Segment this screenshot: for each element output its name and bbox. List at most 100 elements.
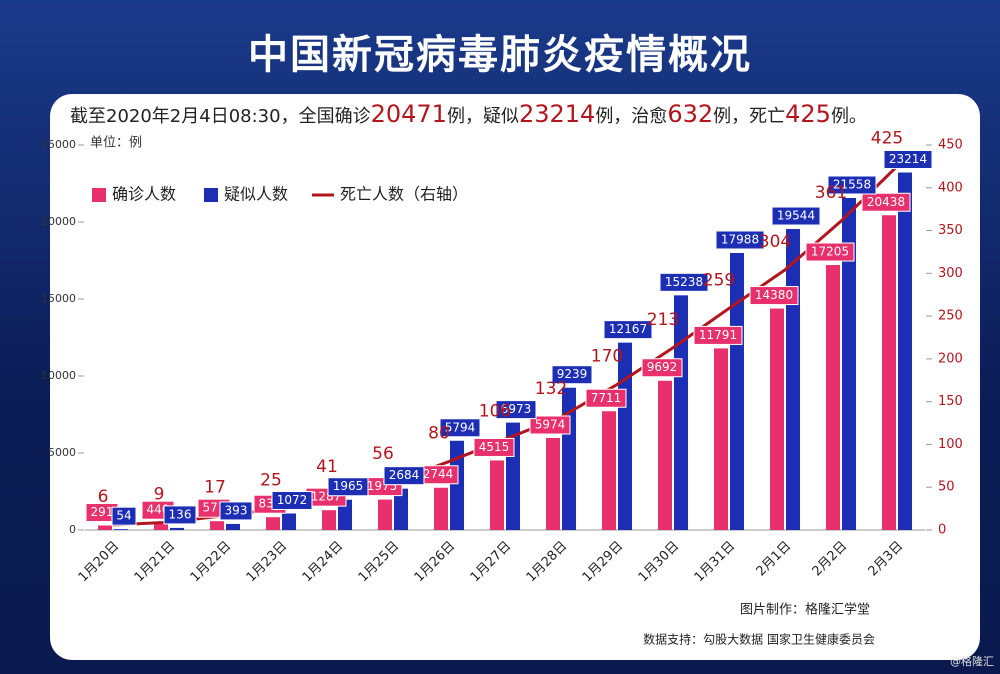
y2-tick-label: 450 <box>938 138 963 153</box>
legend-label: 死亡人数（右轴） <box>340 185 468 204</box>
bar-value-label: 2684 <box>389 468 420 482</box>
bar <box>770 308 784 530</box>
x-tick-label: 1月20日 <box>76 539 123 586</box>
y-tick-label: 10000 <box>41 369 76 382</box>
y2-tick-label: 300 <box>938 266 963 281</box>
bar-value-label: 20438 <box>867 195 905 209</box>
bar-value-label-box <box>641 358 683 378</box>
bar-value-label-box <box>827 175 877 195</box>
bar-value-label-box <box>327 477 369 497</box>
death-value-label: 41 <box>316 457 338 477</box>
death-value-label: 170 <box>591 347 623 367</box>
y2-tick-label: 0 <box>938 523 946 538</box>
x-tick-label: 1月31日 <box>692 539 739 586</box>
bar <box>898 172 912 530</box>
legend-swatch <box>204 188 218 202</box>
legend-label: 疑似人数 <box>224 185 288 204</box>
subtitle: 截至2020年2月4日08:30，全国确诊20471例，疑似23214例，治愈6… <box>70 100 867 128</box>
x-tick-label: 1月29日 <box>580 539 627 586</box>
death-value-label: 9 <box>154 484 165 504</box>
y2-tick-label: 250 <box>938 309 963 324</box>
subtitle-number: 632 <box>667 100 714 128</box>
bar <box>546 438 560 530</box>
bar-value-label-box <box>749 286 799 306</box>
bar <box>282 513 296 530</box>
x-tick-label: 1月24日 <box>300 539 347 586</box>
bar-value-label: 15238 <box>665 275 703 289</box>
bar <box>322 510 336 530</box>
subtitle-number: 23214 <box>518 100 596 128</box>
bar-value-label-box <box>861 192 911 212</box>
bar-value-label: 2744 <box>423 467 454 481</box>
bar <box>226 523 240 530</box>
subtitle-text: 截至2020年2月4日08:30，全国确诊 <box>70 106 371 127</box>
death-value-label: 106 <box>479 401 511 421</box>
death-value-label: 213 <box>647 310 679 330</box>
bar-value-label-box <box>111 506 137 526</box>
bar-value-label-box <box>495 400 537 420</box>
bar-value-label-box <box>163 505 197 525</box>
x-tick-label: 1月30日 <box>636 539 683 586</box>
x-tick-label: 2月2日 <box>810 539 851 580</box>
bar <box>394 488 408 530</box>
bar-value-label-box <box>529 415 571 435</box>
bar <box>674 295 688 530</box>
bar-value-label: 7711 <box>591 391 622 405</box>
death-value-label: 25 <box>260 471 282 491</box>
bar-value-label: 14380 <box>755 288 793 302</box>
x-tick-label: 1月23日 <box>244 539 291 586</box>
bar-value-label: 1965 <box>333 479 364 493</box>
watermark: @格隆汇 <box>950 654 994 668</box>
subtitle-text: 例。 <box>830 106 867 127</box>
y-tick-label: 20000 <box>41 215 76 228</box>
bar <box>170 527 184 530</box>
bar-value-label: 9239 <box>557 367 588 381</box>
bar-value-label-box <box>603 320 653 340</box>
bar-value-label: 291 <box>91 505 114 519</box>
y-tick-label: 25000 <box>41 138 76 151</box>
bar <box>730 252 744 530</box>
bar-value-label-box <box>771 206 821 226</box>
bar <box>602 411 616 530</box>
y2-tick-label: 400 <box>938 180 963 195</box>
y-tick-label: 5000 <box>48 446 76 459</box>
title: 中国新冠病毒肺炎疫情概况 <box>248 32 752 78</box>
bar <box>338 499 352 530</box>
bar-value-label-box <box>439 418 481 438</box>
death-value-label: 361 <box>815 183 847 203</box>
subtitle-text: 例，疑似 <box>446 106 519 127</box>
x-tick-label: 2月3日 <box>866 539 907 580</box>
x-tick-label: 1月25日 <box>356 539 403 586</box>
y2-tick-label: 50 <box>938 480 955 495</box>
death-value-label: 80 <box>428 424 450 444</box>
subtitle-text: 例，治愈 <box>595 106 668 127</box>
bar-value-label: 5974 <box>535 418 566 432</box>
bar <box>882 215 896 530</box>
bar <box>378 499 392 530</box>
bar-value-label: 4515 <box>479 440 510 454</box>
y2-tick-label: 150 <box>938 394 963 409</box>
bar <box>434 487 448 530</box>
bar-value-label: 6973 <box>501 402 532 416</box>
bar <box>98 525 112 530</box>
bar-value-label: 17205 <box>811 245 849 259</box>
bar-value-label: 136 <box>169 507 192 521</box>
bar-value-label-box <box>383 466 425 486</box>
bar-value-label-box <box>271 490 313 510</box>
bar-value-label: 9692 <box>647 360 678 374</box>
death-value-label: 56 <box>372 444 394 464</box>
bar-value-label-box <box>693 325 743 345</box>
bar <box>618 342 632 530</box>
subtitle-number: 425 <box>785 100 831 128</box>
bar <box>842 198 856 530</box>
bar-value-label: 17988 <box>721 232 759 246</box>
death-value-label: 132 <box>535 379 567 399</box>
y2-tick-label: 200 <box>938 351 963 366</box>
y2-tick-label: 350 <box>938 223 963 238</box>
credit: 图片制作：格隆汇学堂 <box>740 602 870 618</box>
bar-value-label-box <box>473 437 515 457</box>
death-value-label: 425 <box>871 128 903 148</box>
bar-value-label-box <box>883 150 933 170</box>
